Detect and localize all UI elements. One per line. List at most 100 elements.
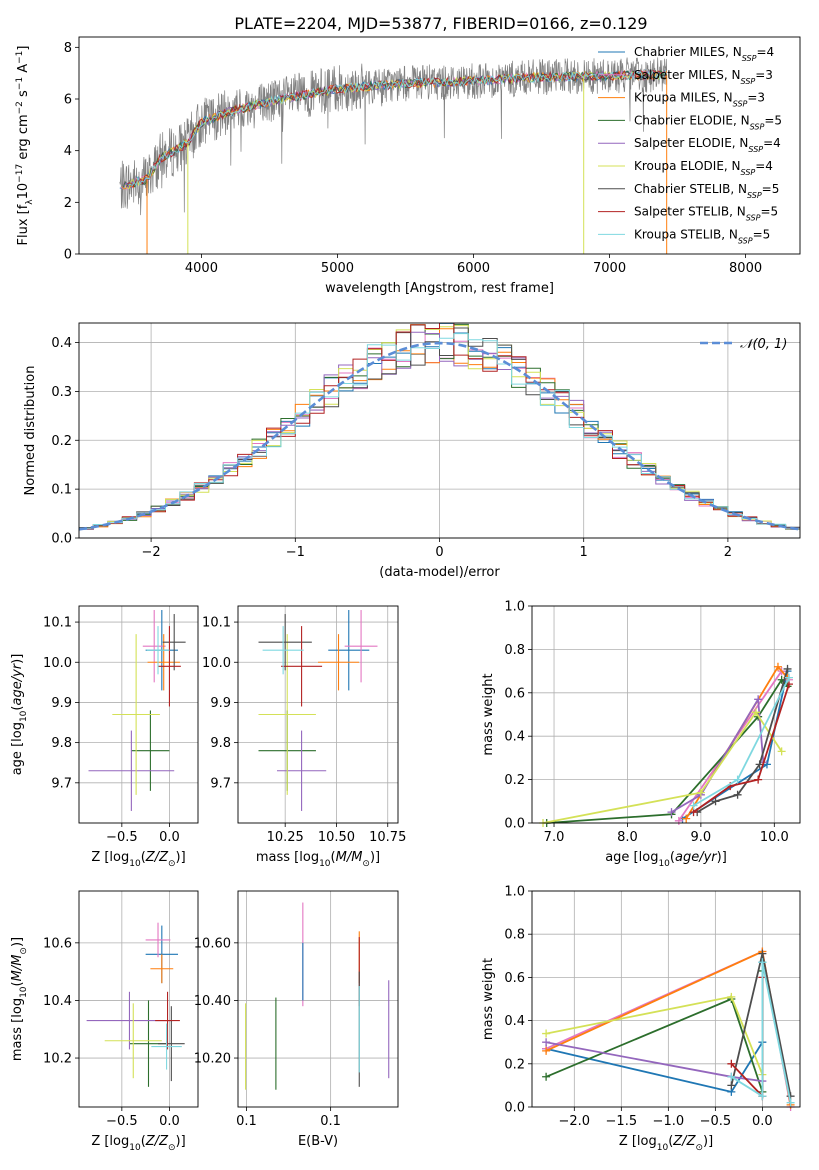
legend-label-base: Salpeter MILES, N <box>634 68 741 82</box>
legend-label: Salpeter STELIB, NSSP=5 <box>634 205 778 223</box>
weight-marker <box>751 708 760 717</box>
x-tick-label: −2 <box>142 545 161 560</box>
x-axis-label-part: 10 <box>319 859 331 869</box>
weight-marker <box>727 1059 736 1068</box>
x-tick-label: 7.0 <box>544 830 565 845</box>
y-axis-label-part: ⊙ <box>19 947 29 955</box>
y-tick-label: 10.4 <box>43 994 72 1009</box>
weight-marker <box>542 1072 551 1081</box>
legend-label: Kroupa MILES, NSSP=3 <box>634 91 765 109</box>
x-axis-label: (data-model)/error <box>379 565 500 580</box>
x-axis-label-part: Z [log <box>91 1134 129 1149</box>
y-tick-label: 9.9 <box>210 696 231 711</box>
y-axis-label: Flux [fλ10−17 erg cm−2 s−1 A−1] <box>15 46 35 246</box>
y-tick-label: 9.8 <box>210 736 231 751</box>
errorbar-group <box>245 902 390 1090</box>
histogram-group <box>79 323 800 532</box>
y-tick-label: 8 <box>64 41 72 56</box>
legend-label-sub: SSP <box>746 213 761 222</box>
legend-label-base: Chabrier MILES, N <box>634 45 742 59</box>
x-tick-label: −0.5 <box>106 830 138 845</box>
x-axis-label-part: Z [log <box>91 850 129 865</box>
weight-group <box>539 662 793 827</box>
weight-line <box>545 1041 763 1082</box>
weight-marker <box>786 1098 795 1107</box>
x-axis-label-part: 10 <box>657 1143 669 1153</box>
y-tick-label: 0.6 <box>504 686 525 701</box>
legend-label-tail: =4 <box>763 136 781 150</box>
legend-label-base: Kroupa MILES, N <box>634 91 733 105</box>
normal-curve <box>79 341 800 531</box>
x-tick-label: 9.0 <box>691 830 712 845</box>
y-tick-label: 0.4 <box>504 730 525 745</box>
x-axis-label: wavelength [Angstrom, rest frame] <box>325 281 554 296</box>
weight-marker <box>682 814 691 823</box>
x-axis-label-part: )] <box>717 850 727 865</box>
weight-marker <box>542 1029 551 1038</box>
errorbar-group <box>86 922 185 1087</box>
y-axis-label: age [log10(age/yr)] <box>10 654 29 776</box>
y-tick-label: 0.2 <box>504 773 525 788</box>
legend-label-tail: =5 <box>753 227 771 241</box>
y-tick-label: 10.1 <box>43 616 72 631</box>
y-axis-label-part: ( <box>10 706 25 711</box>
weight-line <box>692 683 790 813</box>
y-tick-label: 2 <box>64 196 72 211</box>
spectrum-group <box>119 57 668 254</box>
legend-label-base: Kroupa ELODIE, N <box>634 159 741 173</box>
y-axis-label-part: −1 <box>15 77 25 90</box>
weight-marker <box>727 1081 736 1090</box>
data-spectrum <box>119 57 668 216</box>
y-tick-label: 0.2 <box>504 1057 525 1072</box>
x-axis-label-part: ⊙ <box>362 859 370 869</box>
legend-label: Kroupa STELIB, NSSP=5 <box>634 227 770 245</box>
y-axis-label: mass weight <box>481 958 496 1040</box>
y-axis-label-part: mass weight <box>481 958 496 1040</box>
x-axis-label-part: mass [log <box>256 850 319 865</box>
weight-marker <box>727 1072 736 1081</box>
x-axis-label-part: 10 <box>129 1143 141 1153</box>
x-tick-label: −0.5 <box>700 1114 732 1129</box>
x-tick-label: 10.25 <box>267 830 304 845</box>
x-axis-label-part: age/yr <box>675 850 718 865</box>
x-tick-label: 10.0 <box>760 830 789 845</box>
x-axis-label-part: ( <box>141 1134 146 1149</box>
axes-frame <box>78 36 801 255</box>
errorbar-group <box>88 610 186 811</box>
weight-line <box>671 696 765 813</box>
errorbar-group <box>258 610 378 811</box>
x-axis-label: Z [log10(Z/Z⊙)] <box>91 1134 185 1153</box>
x-axis-label-part: Z [log <box>619 1134 657 1149</box>
y-axis-label-part: −17 <box>15 164 25 183</box>
x-axis-label-part: ( <box>670 850 675 865</box>
y-tick-label: 0.1 <box>51 483 72 498</box>
y-axis-label-part: ] <box>16 46 31 51</box>
x-tick-label: 7000 <box>593 261 626 276</box>
weight-marker <box>773 662 782 671</box>
y-axis-label-part: )] <box>10 937 25 947</box>
x-axis-label-part: )] <box>176 850 186 865</box>
x-axis-label-part: E(B-V) <box>298 1134 338 1149</box>
weight-marker <box>727 992 736 1001</box>
model-spectrum <box>122 70 667 188</box>
weight-marker <box>542 1046 551 1055</box>
legend-label: Chabrier MILES, NSSP=4 <box>634 45 774 63</box>
x-axis-label: Z [log10(Z/Z⊙)] <box>91 850 185 869</box>
axes-frame <box>78 322 801 539</box>
legend-label-sub: SSP <box>742 54 757 63</box>
x-tick-label: 0 <box>435 545 443 560</box>
x-tick-label: 0.0 <box>752 1114 773 1129</box>
y-tick-label: 0 <box>64 248 72 263</box>
y-tick-label: 9.7 <box>210 776 231 791</box>
y-tick-label: 0.0 <box>504 817 525 832</box>
y-tick-label: 6 <box>64 93 72 108</box>
x-axis-label-part: 10 <box>658 859 670 869</box>
y-axis-label-part: 10 <box>19 986 29 998</box>
legend-label: Salpeter ELODIE, NSSP=4 <box>634 136 781 154</box>
legend-label-tail: =5 <box>760 205 778 219</box>
model-spectrum <box>121 69 668 190</box>
x-tick-label: 0.1 <box>320 1114 341 1129</box>
x-axis-label-part: 10 <box>129 859 141 869</box>
x-axis-label: Z [log10(Z/Z⊙)] <box>619 1134 713 1153</box>
